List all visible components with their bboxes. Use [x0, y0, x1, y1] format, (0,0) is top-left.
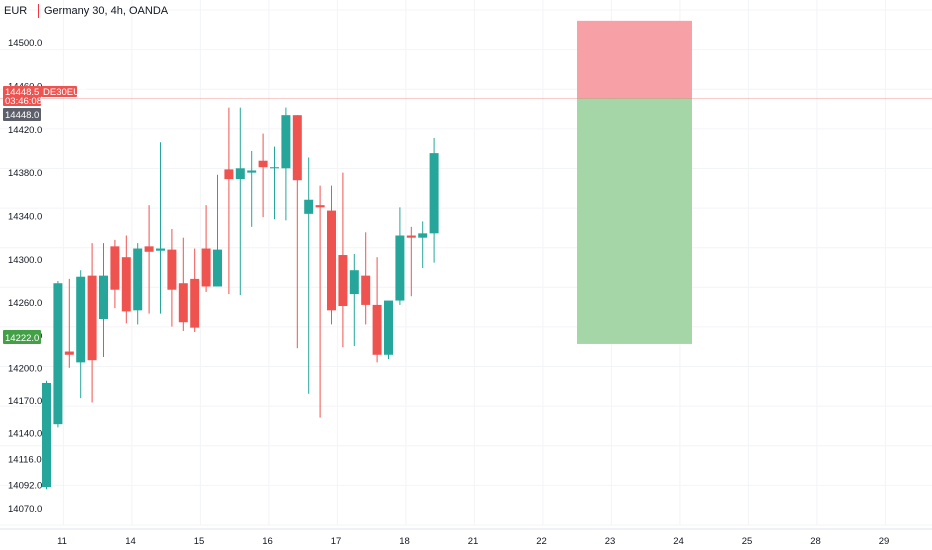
price-tick-label: 14200.0 — [8, 363, 42, 374]
price-tick-label: 14092.0 — [8, 480, 42, 491]
price-tick-label: 14070.0 — [8, 504, 42, 515]
chart-header: EUR Germany 30, 4h, OANDA — [4, 4, 169, 18]
currency-label: EUR — [4, 5, 27, 17]
candle-body — [315, 205, 325, 208]
header-divider — [38, 4, 39, 18]
crosshair-price-value: 14448.0 — [5, 110, 39, 121]
candle-body — [76, 276, 86, 363]
time-tick-label: 29 — [879, 536, 890, 547]
symbol-badge: DE30EUR — [41, 86, 87, 98]
price-tick-label: 14170.0 — [8, 396, 42, 407]
last-price-value: 14448.5 — [5, 87, 39, 98]
candle-body — [338, 255, 348, 306]
time-tick-label: 16 — [262, 536, 273, 547]
candle-body — [429, 153, 439, 234]
target-price-value: 14222.0 — [5, 333, 39, 344]
time-tick-label: 17 — [331, 536, 342, 547]
candle-body — [281, 115, 291, 169]
candle-body — [224, 169, 234, 180]
time-tick-label: 18 — [399, 536, 410, 547]
candle-body — [235, 168, 245, 180]
target-price-badge: 14222.0 — [3, 330, 41, 344]
time-tick-label: 23 — [605, 536, 616, 547]
candle-body — [144, 246, 154, 252]
price-tick-label: 14420.0 — [8, 125, 42, 136]
candle-body — [395, 235, 405, 301]
candle-body — [406, 235, 416, 238]
price-tick-label: 14340.0 — [8, 212, 42, 223]
candle-body — [258, 160, 268, 168]
candle-body — [270, 167, 279, 169]
candle-body — [292, 115, 302, 181]
candle-body — [64, 351, 74, 355]
candle-body — [327, 210, 336, 311]
candle-body — [372, 304, 382, 355]
price-tick-label: 14116.0 — [8, 454, 42, 465]
price-tick-label: 14300.0 — [8, 255, 42, 266]
candle-body — [121, 257, 131, 312]
candle-body — [190, 278, 200, 328]
time-axis[interactable]: 11 14 15 16 17 18 21 22 23 24 25 28 29 — [0, 528, 932, 547]
candle-body — [167, 249, 177, 290]
price-tick-label: 14260.0 — [8, 298, 42, 309]
candle-body — [349, 270, 359, 295]
candle-body — [99, 275, 108, 319]
position-tool[interactable] — [577, 20, 692, 344]
candle-body — [178, 283, 188, 323]
candle-body — [384, 300, 393, 355]
time-tick-label: 15 — [194, 536, 205, 547]
symbol-badge-text: DE30EUR — [43, 87, 87, 98]
time-tick-label: 11 — [57, 536, 67, 547]
candle-body — [156, 248, 165, 251]
time-tick-label: 28 — [810, 536, 821, 547]
candles — [42, 107, 439, 490]
candle-body — [418, 233, 428, 238]
price-tick-label: 14500.0 — [8, 38, 42, 49]
candle-body — [133, 248, 143, 311]
time-tick-label: 24 — [673, 536, 684, 547]
candle-body — [247, 170, 257, 173]
candle-body — [53, 283, 63, 425]
time-tick-label: 25 — [742, 536, 753, 547]
candle-body — [42, 382, 51, 488]
candle-body — [201, 248, 211, 287]
candle-body — [304, 199, 314, 214]
symbol-title: Germany 30, 4h, OANDA — [44, 5, 169, 17]
crosshair-price-badge: 14448.0 — [3, 108, 41, 121]
candle-body — [110, 246, 120, 290]
price-tick-label: 14380.0 — [8, 168, 42, 179]
take-profit-zone[interactable] — [577, 98, 692, 344]
time-tick-label: 22 — [536, 536, 547, 547]
candle-body — [361, 275, 371, 305]
time-tick-label: 21 — [468, 536, 479, 547]
last-price-badge: 14448.5 03:46:08 — [3, 86, 42, 107]
price-tick-label: 14140.0 — [8, 428, 42, 439]
candle-body — [213, 249, 222, 287]
stop-loss-zone[interactable] — [577, 20, 692, 99]
time-tick-label: 14 — [125, 536, 136, 547]
chart-grid — [0, 0, 932, 526]
countdown-value: 03:46:08 — [5, 96, 42, 107]
candle-body — [87, 275, 97, 361]
